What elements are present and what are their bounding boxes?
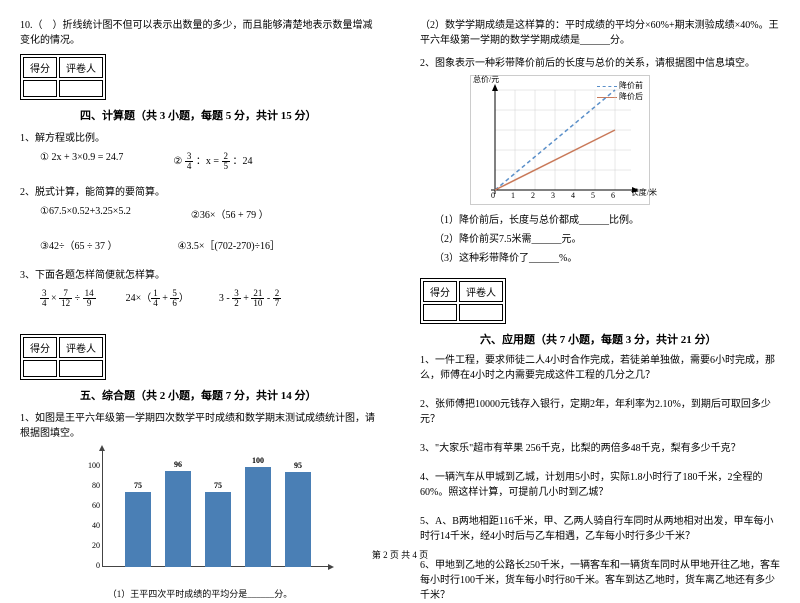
score-box-5: 得分评卷人: [20, 334, 106, 380]
s5-q1-sub: （1）王平四次平时成绩的平均分是______分。: [20, 587, 380, 600]
eq2: ② 34 ：x = 25 ：24: [173, 152, 252, 171]
s5-sub2: （2）降价前买7.5米需______元。: [434, 230, 780, 245]
s5-q2a: （2）数学学期成绩是这样算的：平时成绩的平均分×60%+期末测验成绩×40%。王…: [420, 18, 780, 48]
line-chart: 降价前 降价后 总价/元 长度/米 0123456: [470, 75, 650, 205]
s6-q5: 5、A、B两地相距116千米，甲、乙两人骑自行车同时从两地相对出发，甲车每小时行…: [420, 514, 780, 544]
s6-q1: 1、一件工程，要求师徒二人4小时合作完成，若徒弟单独做，需要6小时完成，那么，师…: [420, 353, 780, 383]
s4-q1: 1、解方程或比例。: [20, 129, 380, 144]
s5-sub3: （3）这种彩带降价了______%。: [434, 249, 780, 264]
q10-text: 10.（ ）折线统计图不但可以表示出数量的多少，而且能够清楚地表示数量增减变化的…: [20, 18, 380, 48]
s4-q2c: ③42÷（65 ÷ 37 ）: [40, 237, 117, 252]
score-box-4: 得分评卷人: [20, 54, 106, 100]
line-chart-svg: [471, 76, 651, 206]
section6-title: 六、应用题（共 7 小题，每题 3 分，共计 21 分）: [480, 331, 780, 347]
s6-q3: 3、"大家乐"超市有苹果 256千克，比梨的两倍多48千克，梨有多少千克？: [420, 441, 780, 456]
s4-q1-equations: ① 2x + 3×0.9 = 24.7 ② 34 ：x = 25 ：24: [40, 152, 380, 171]
score-box-6: 得分评卷人: [420, 278, 506, 324]
s4-q3-row: 34 × 712 ÷ 149 24×（14 + 56） 3 - 32 + 211…: [40, 289, 380, 308]
s4-q3-ex2: 24×（14 + 56）: [126, 289, 189, 308]
s4-q3-ex1: 34 × 712 ÷ 149: [40, 289, 96, 308]
section4-title: 四、计算题（共 3 小题，每题 5 分，共计 15 分）: [80, 107, 380, 123]
s4-q2a: ①67.5×0.52+3.25×5.2: [40, 206, 131, 221]
score-label: 得分: [23, 57, 57, 78]
s6-q4: 4、一辆汽车从甲城到乙城，计划用5小时，实际1.8小时行了180千米，2全程的6…: [420, 470, 780, 500]
s4-q2: 2、脱式计算，能简算的要简算。: [20, 183, 380, 198]
section5-title: 五、综合题（共 2 小题，每题 7 分，共计 14 分）: [80, 387, 380, 403]
grader-label: 评卷人: [59, 57, 103, 78]
s4-q2b: ②36×（56 + 79 ）: [191, 206, 269, 221]
page-footer: 第 2 页 共 4 页: [0, 548, 800, 561]
s5-q1: 1、如图是王平六年级第一学期四次数学平时成绩和数学期末测试成绩统计图，请根据图填…: [20, 409, 380, 439]
s4-q3: 3、下面各题怎样简便就怎样算。: [20, 266, 380, 281]
s5-q2: 2、图象表示一种彩带降价前后的长度与总价的关系，请根据图中信息填空。: [420, 54, 780, 69]
s4-q3-ex3: 3 - 32 + 2110 - 27: [219, 289, 281, 308]
s4-q2d: ④3.5×［(702-270)÷16］: [177, 237, 280, 252]
eq1: ① 2x + 3×0.9 = 24.7: [40, 152, 123, 171]
s4-q2-row1: ①67.5×0.52+3.25×5.2 ②36×（56 + 79 ）: [40, 206, 380, 221]
s6-q2: 2、张师傅把10000元钱存入银行，定期2年，年利率为2.10%，到期后可取回多…: [420, 397, 780, 427]
s5-sub1: （1）降价前后，长度与总价都成______比例。: [434, 211, 780, 226]
s4-q2-row2: ③42÷（65 ÷ 37 ） ④3.5×［(702-270)÷16］: [40, 237, 380, 252]
